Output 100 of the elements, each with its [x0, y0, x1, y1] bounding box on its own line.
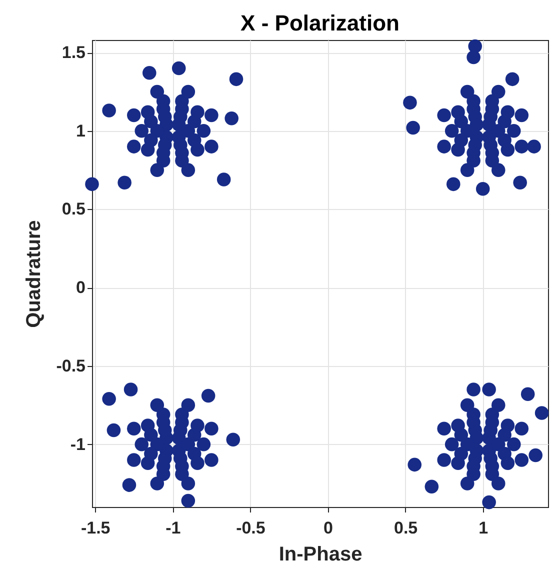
point — [224, 111, 238, 126]
point — [491, 476, 506, 490]
point — [500, 418, 515, 432]
point — [106, 423, 121, 438]
y-tick-label: 0 — [76, 278, 86, 298]
point — [482, 382, 496, 396]
point — [491, 398, 506, 412]
point — [150, 398, 164, 412]
point — [181, 476, 196, 490]
point — [476, 182, 490, 196]
point — [118, 176, 132, 190]
point — [460, 84, 474, 99]
x-tick-label: 0.5 — [394, 518, 418, 538]
point — [181, 84, 196, 99]
point — [460, 476, 474, 490]
point — [190, 105, 204, 119]
point — [534, 406, 549, 420]
point — [408, 458, 422, 472]
y-tick-label: -1 — [70, 434, 86, 454]
point — [204, 422, 218, 436]
point — [514, 453, 529, 467]
point — [229, 72, 244, 86]
point — [451, 456, 465, 470]
point — [226, 432, 240, 446]
point — [196, 124, 211, 138]
point — [500, 142, 515, 157]
point — [444, 437, 459, 452]
point — [140, 456, 155, 470]
point — [451, 418, 465, 432]
x-tick-label: -1 — [166, 518, 181, 538]
point — [172, 61, 186, 76]
point — [466, 50, 480, 64]
point — [140, 105, 155, 119]
point — [126, 422, 141, 436]
point — [468, 39, 482, 54]
point — [506, 437, 521, 452]
point — [126, 108, 141, 122]
point — [126, 453, 141, 467]
point — [216, 172, 231, 186]
point — [460, 398, 474, 412]
point — [122, 478, 136, 492]
x-axis-title: In-Phase — [278, 544, 362, 566]
point — [181, 494, 196, 508]
point — [514, 108, 529, 122]
point — [102, 104, 116, 118]
x-tick-label: -1.5 — [80, 518, 110, 538]
point — [181, 163, 196, 177]
point — [142, 66, 156, 80]
point — [520, 387, 535, 402]
point — [190, 142, 204, 157]
point — [451, 105, 465, 119]
point — [446, 177, 460, 192]
point — [444, 124, 459, 138]
point — [126, 140, 141, 154]
point — [437, 453, 451, 467]
point — [491, 84, 506, 99]
point — [513, 176, 527, 190]
point — [491, 163, 506, 177]
x-tick-label: 1 — [478, 518, 488, 538]
x-tick-label: -0.5 — [236, 518, 266, 538]
point — [150, 84, 164, 99]
point — [460, 163, 474, 177]
point — [201, 388, 216, 403]
point — [437, 108, 451, 122]
point — [403, 96, 417, 110]
point — [527, 140, 541, 154]
point — [204, 108, 218, 122]
point — [451, 142, 465, 157]
point — [505, 72, 520, 86]
point — [424, 480, 439, 494]
point — [514, 140, 529, 154]
point — [150, 476, 164, 490]
y-tick-label: -0.5 — [56, 356, 86, 376]
point — [514, 422, 529, 436]
point — [134, 124, 149, 138]
chart-title: X - Polarization — [240, 10, 400, 36]
y-tick-label: 1 — [76, 121, 86, 140]
point — [506, 124, 521, 138]
y-tick-label: 0.5 — [62, 200, 86, 219]
point — [500, 105, 515, 119]
point — [204, 453, 218, 467]
point — [500, 456, 515, 470]
x-tick-label: 0 — [324, 518, 333, 538]
point — [85, 177, 99, 192]
point — [190, 456, 204, 470]
point — [150, 163, 164, 177]
point — [190, 418, 204, 432]
point — [102, 392, 116, 406]
point — [466, 382, 480, 396]
point — [140, 418, 155, 432]
point — [406, 120, 420, 135]
point — [181, 398, 196, 412]
y-tick-label: 1.5 — [62, 43, 86, 62]
point — [196, 437, 211, 452]
point — [140, 142, 155, 157]
point — [124, 382, 138, 396]
point — [134, 437, 149, 452]
point — [437, 140, 451, 154]
point — [528, 448, 542, 462]
point — [204, 140, 218, 154]
